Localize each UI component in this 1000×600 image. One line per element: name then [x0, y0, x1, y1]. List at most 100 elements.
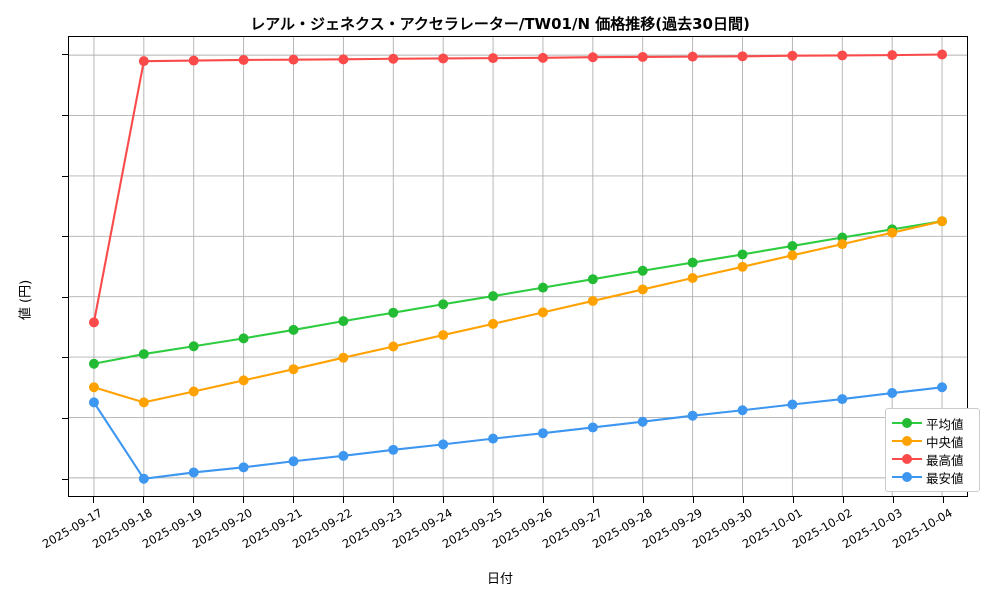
data-point	[737, 261, 748, 272]
data-point	[288, 324, 299, 335]
data-point	[587, 422, 598, 433]
data-point	[737, 405, 748, 416]
data-point	[537, 428, 548, 439]
x-axis-tick-mark	[693, 497, 694, 503]
data-point	[238, 375, 249, 386]
data-point	[737, 249, 748, 260]
data-point	[937, 49, 948, 60]
y-axis-tick-mark	[62, 478, 68, 480]
data-point	[837, 239, 848, 250]
data-point	[138, 473, 149, 484]
data-point	[737, 51, 748, 62]
legend-swatch-icon	[892, 416, 922, 430]
y-axis-tick-mark	[62, 296, 68, 298]
data-point	[687, 257, 698, 268]
legend-swatch-icon	[892, 434, 922, 448]
y-axis-tick-mark	[62, 175, 68, 177]
data-point	[637, 265, 648, 276]
series-line-1	[92, 220, 944, 404]
x-axis-tick-mark	[143, 497, 144, 503]
data-point	[537, 307, 548, 318]
y-axis-tick-mark	[62, 54, 68, 56]
data-point	[837, 394, 848, 405]
data-point	[388, 341, 399, 352]
data-point	[388, 53, 399, 64]
data-point	[687, 51, 698, 62]
data-point	[637, 51, 648, 62]
x-axis-tick-mark	[943, 497, 944, 503]
x-axis-tick-mark	[793, 497, 794, 503]
data-point	[188, 467, 199, 478]
data-point	[887, 50, 898, 61]
legend-label: 平均値	[926, 416, 964, 432]
chart-legend: 平均値 中央値最高値最安値	[885, 408, 980, 492]
data-point	[488, 53, 499, 64]
x-axis-tick-mark	[93, 497, 94, 503]
y-axis-tick-labels: 20406080100120140160	[0, 0, 60, 600]
data-point	[787, 399, 798, 410]
y-axis-tick-mark	[62, 114, 68, 116]
data-point	[238, 54, 249, 65]
data-point	[488, 318, 499, 329]
data-point	[438, 439, 449, 450]
legend-item-2[interactable]: 最高値	[892, 450, 973, 468]
x-axis-label: 日付	[486, 572, 513, 587]
x-axis-tick-mark	[343, 497, 344, 503]
data-point	[488, 291, 499, 302]
data-point	[138, 56, 149, 67]
data-point	[787, 240, 798, 251]
x-axis-tick-mark	[843, 497, 844, 503]
data-point	[637, 416, 648, 427]
x-axis-tick-mark	[643, 497, 644, 503]
x-axis-tick-mark	[193, 497, 194, 503]
data-point	[587, 52, 598, 63]
y-axis-tick-mark	[62, 236, 68, 238]
data-point	[188, 55, 199, 66]
grid-lines	[69, 37, 967, 496]
data-point	[188, 341, 199, 352]
legend-item-0[interactable]: 平均値	[892, 414, 973, 432]
data-point	[338, 54, 349, 65]
data-point	[288, 456, 299, 467]
series-line-3	[92, 386, 944, 480]
data-point	[537, 282, 548, 293]
chart-title: レアル・ジェネクス・アクセラレーター/TW01/N 価格推移(過去30日間)	[250, 15, 750, 33]
legend-item-1[interactable]: 中央値	[892, 432, 973, 450]
x-axis-tick-mark	[593, 497, 594, 503]
x-axis-tick-mark	[293, 497, 294, 503]
plot-area	[68, 36, 968, 497]
data-point	[587, 295, 598, 306]
data-point	[438, 53, 449, 64]
legend-swatch-icon	[892, 470, 922, 484]
y-axis-tick-mark	[62, 357, 68, 359]
x-axis-tick-mark	[443, 497, 444, 503]
data-point	[937, 216, 948, 227]
data-point	[338, 352, 349, 363]
x-axis-tick-mark	[393, 497, 394, 503]
x-axis-tick-mark	[893, 497, 894, 503]
x-axis-tick-mark	[743, 497, 744, 503]
data-point	[438, 299, 449, 310]
data-point	[88, 317, 99, 328]
data-point	[288, 54, 299, 65]
legend-item-3[interactable]: 最安値	[892, 468, 973, 486]
data-point	[587, 274, 598, 285]
series-line-0	[92, 220, 944, 365]
legend-swatch-icon	[892, 452, 922, 466]
data-point	[338, 316, 349, 327]
data-point	[138, 349, 149, 360]
series-container	[88, 49, 948, 484]
x-axis-tick-mark	[493, 497, 494, 503]
data-point	[687, 272, 698, 283]
legend-label: 最高値	[926, 452, 964, 468]
legend-label: 最安値	[926, 470, 964, 486]
data-point	[288, 364, 299, 375]
data-point	[238, 333, 249, 344]
data-point	[887, 388, 898, 399]
data-point	[338, 450, 349, 461]
x-axis-tick-mark	[543, 497, 544, 503]
y-axis-tick-mark	[62, 418, 68, 420]
series-line-2	[92, 53, 944, 324]
data-point	[837, 50, 848, 61]
